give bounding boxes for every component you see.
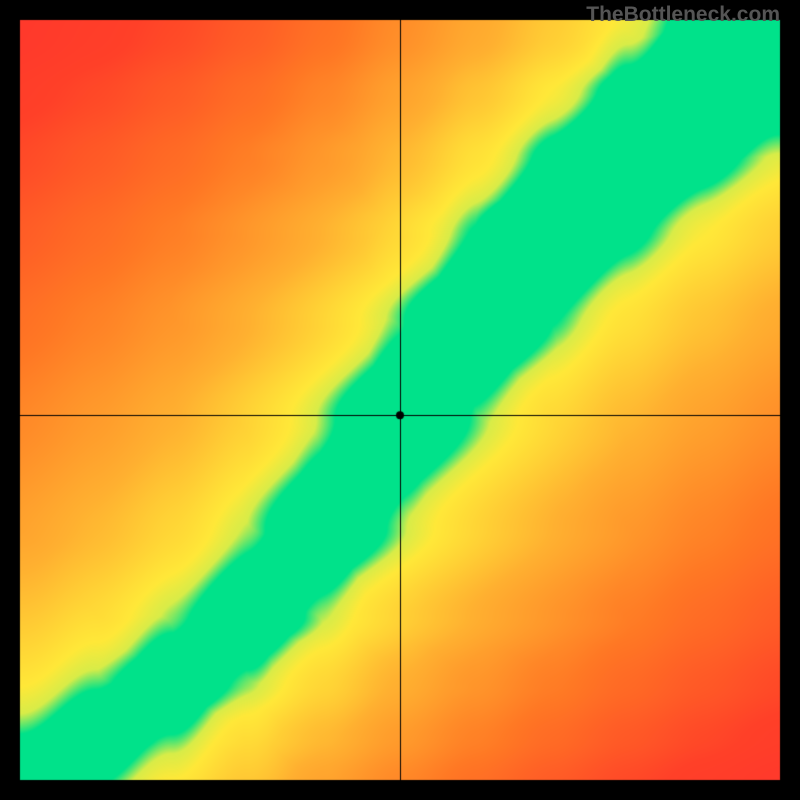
chart-container: TheBottleneck.com <box>0 0 800 800</box>
heatmap-canvas <box>0 0 800 800</box>
watermark-text: TheBottleneck.com <box>586 3 780 27</box>
